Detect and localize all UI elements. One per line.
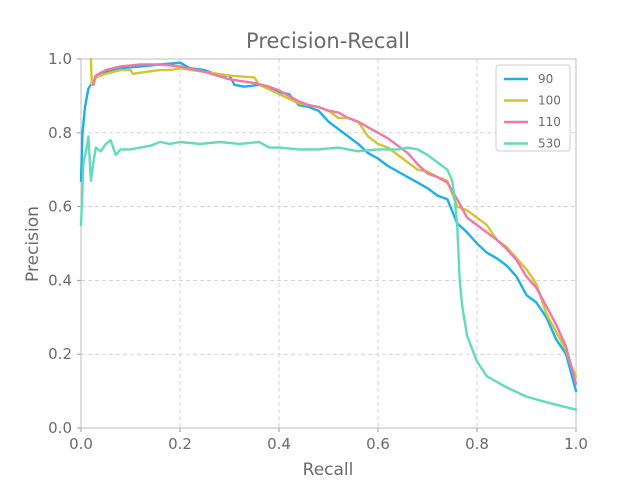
axes: 0.0 0.2 0.4 0.6 0.8 1.0 0.0 0.2 0.4 0.6 0.8 1.0 xyxy=(48,50,588,453)
x-tick-label: 0.4 xyxy=(267,435,291,453)
legend-label: 90 xyxy=(538,72,553,86)
x-tick-label: 0.8 xyxy=(465,435,489,453)
series-line-110 xyxy=(92,63,578,385)
x-tick-label: 0.6 xyxy=(366,435,390,453)
legend: 90 100 110 530 xyxy=(495,64,571,152)
legend-label: 530 xyxy=(538,137,561,151)
y-tick-label: 0.8 xyxy=(48,124,72,142)
x-tick-label: 0.0 xyxy=(69,435,93,453)
series-line-530 xyxy=(79,135,578,411)
y-tick-label: 1.0 xyxy=(48,50,72,68)
y-tick-label: 0.2 xyxy=(48,345,72,363)
x-tick-label: 0.2 xyxy=(168,435,192,453)
plot-frame xyxy=(80,58,577,429)
legend-label: 110 xyxy=(538,115,561,129)
y-tick-label: 0.6 xyxy=(48,198,72,216)
y-tick-label: 0.4 xyxy=(48,271,72,289)
chart-title: Precision-Recall xyxy=(246,29,410,53)
x-tick-label: 1.0 xyxy=(564,435,588,453)
legend-box xyxy=(495,64,571,152)
y-tick-label: 0.0 xyxy=(48,419,72,437)
series-lines xyxy=(79,57,578,411)
x-axis-label: Recall xyxy=(303,460,354,480)
legend-label: 100 xyxy=(538,94,561,108)
y-axis-label: Precision xyxy=(23,206,43,282)
